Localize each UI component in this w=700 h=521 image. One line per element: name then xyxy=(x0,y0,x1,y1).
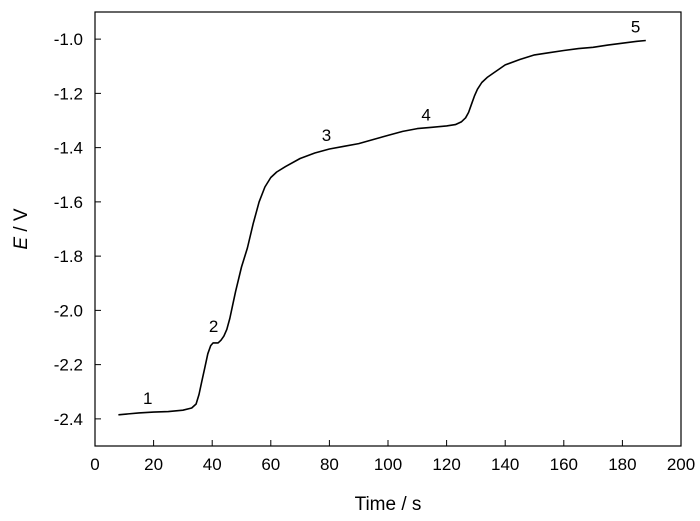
plot-frame xyxy=(94,11,682,447)
y-tick-label: -2.4 xyxy=(54,410,83,429)
y-axis-title: E / V xyxy=(11,208,32,250)
y-tick-label: -2.0 xyxy=(54,301,83,320)
y-tick-label: -1.2 xyxy=(54,84,83,103)
x-tick-label: 20 xyxy=(144,455,163,474)
x-tick-label: 80 xyxy=(320,455,339,474)
y-tick-label: -1.6 xyxy=(54,193,83,212)
y-axis-title-symbol: E xyxy=(11,237,32,250)
annotation-label: 3 xyxy=(322,126,331,145)
x-tick-label: 160 xyxy=(550,455,578,474)
x-tick-label: 60 xyxy=(261,455,280,474)
y-tick-label: -1.8 xyxy=(54,247,83,266)
annotation-label: 5 xyxy=(631,17,640,36)
x-tick-label: 200 xyxy=(667,455,695,474)
annotation-label: 2 xyxy=(209,317,218,336)
x-tick-label: 140 xyxy=(491,455,519,474)
curve-annotations: 1 2 3 4 5 xyxy=(143,17,640,408)
y-tick-label: -1.0 xyxy=(54,30,83,49)
y-tick-label: -1.4 xyxy=(54,139,83,158)
x-tick-label: 40 xyxy=(203,455,222,474)
x-tick-label: 120 xyxy=(432,455,460,474)
x-tick-label: 180 xyxy=(608,455,636,474)
y-axis-ticks: -2.4 -2.2 -2.0 -1.8 -1.6 -1.4 -1.2 -1.0 xyxy=(54,30,101,429)
x-tick-label: 100 xyxy=(374,455,402,474)
annotation-label: 1 xyxy=(143,389,152,408)
potential-curve xyxy=(118,39,646,416)
x-axis-ticks: 0 20 40 60 80 100 120 140 160 180 200 xyxy=(90,440,695,474)
y-tick-label: -2.2 xyxy=(54,356,83,375)
x-tick-label: 0 xyxy=(90,455,99,474)
y-axis-title-unit: / V xyxy=(11,208,32,237)
annotation-label: 4 xyxy=(421,106,430,125)
x-axis-title: Time / s xyxy=(355,494,422,515)
